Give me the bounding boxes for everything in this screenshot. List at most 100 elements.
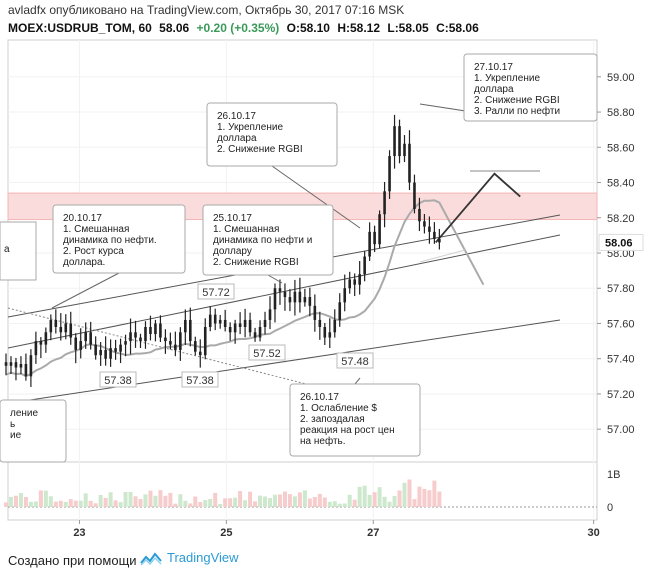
- volume-bar: [53, 501, 58, 507]
- volume-bar: [158, 490, 163, 507]
- volume-bar: [322, 497, 327, 507]
- volume-bar: [78, 500, 83, 507]
- volume-bar: [23, 497, 28, 507]
- candle-body: [208, 314, 212, 327]
- volume-bar: [213, 492, 218, 507]
- volume-bar: [183, 500, 188, 507]
- candle-body: [9, 362, 13, 366]
- volume-pane-frame: [7, 461, 598, 521]
- volume-bar: [342, 503, 347, 507]
- price-label-text: 57.38: [104, 375, 132, 387]
- channel-middle-line: [7, 234, 561, 349]
- volume-bar: [223, 498, 228, 507]
- annotation-text: 2. Снижение RGBI: [217, 144, 303, 155]
- candle-body: [238, 323, 242, 327]
- volume-bar: [203, 500, 208, 507]
- annotation-text: 26.10.17: [300, 392, 339, 403]
- axes: 59.00 58.80 58.60 58.40 58.20 58.00 57.80 57.60…: [73, 72, 644, 539]
- annotation-text: 1. Смешанная: [213, 224, 279, 235]
- price-label-box: [181, 371, 219, 388]
- volume-bar: [193, 496, 198, 507]
- candle-body: [213, 314, 217, 324]
- volume-bar: [238, 490, 243, 507]
- candle-body: [413, 182, 416, 209]
- candle-body: [348, 279, 352, 289]
- annotation-text: 1. Ослабление $: [300, 402, 377, 414]
- volume-bar: [417, 486, 422, 507]
- annotation-text: 2. Снижение RGBI: [474, 95, 560, 106]
- annotation-text: 25.10.17: [213, 213, 252, 224]
- candle-body: [408, 143, 411, 183]
- last-price-tag: [598, 233, 644, 251]
- candle-body: [338, 302, 342, 320]
- price-label-box: [99, 371, 137, 388]
- candle-body: [203, 327, 207, 356]
- y-tick-label: 58.40: [607, 178, 635, 190]
- forecast-path: [435, 172, 521, 243]
- candle-body: [169, 341, 172, 345]
- volume-bar: [88, 500, 93, 507]
- volume-bar: [327, 501, 332, 507]
- volume-bar: [282, 491, 287, 507]
- annotation-text: а: [4, 244, 10, 255]
- symbol-label[interactable]: MOEX:USDRUB_TOM, 60: [8, 21, 152, 35]
- volume-bar: [287, 494, 292, 507]
- candle-body: [104, 349, 107, 359]
- volume-bar: [233, 497, 238, 507]
- candle-body: [49, 319, 53, 333]
- price-label-text: 57.52: [253, 348, 281, 360]
- tradingview-brand[interactable]: TradingView: [140, 550, 239, 566]
- volume-bar: [337, 503, 342, 507]
- annotation-text: доллара: [474, 84, 514, 95]
- candle-body: [428, 226, 431, 232]
- candle-body: [164, 337, 167, 342]
- annotation-box: [206, 102, 338, 167]
- candle-body: [308, 297, 312, 306]
- annotation-text: 20.10.17: [63, 213, 102, 224]
- volume-bar: [58, 500, 63, 507]
- price-label-box: [197, 283, 235, 300]
- candle-body: [243, 319, 247, 327]
- volume-bar: [148, 490, 153, 507]
- candle-body: [418, 208, 421, 222]
- annotation-text: 1. Укрепление: [474, 73, 540, 84]
- close-value: C:58.06: [436, 21, 479, 35]
- candle-body: [268, 309, 272, 320]
- annotation-text: 2. запоздалая: [300, 414, 365, 425]
- volume-bar: [292, 496, 297, 507]
- y-tick-label: 57.40: [607, 354, 635, 366]
- candle-body: [124, 341, 127, 345]
- volume-bar: [173, 503, 178, 507]
- annotation-text: доллара.: [63, 257, 105, 268]
- annotation-text: 1. Укрепление: [217, 122, 283, 133]
- candle-body: [139, 337, 142, 342]
- volume-bar: [382, 496, 387, 507]
- footer-created-with: Создано при помощи: [8, 553, 137, 568]
- volume-bar: [83, 493, 88, 507]
- candle-body: [248, 319, 252, 333]
- annotation-text: динамика по нефти и: [213, 234, 312, 246]
- candle-body: [273, 288, 277, 310]
- candle-body: [74, 337, 78, 350]
- candle-body: [318, 319, 322, 327]
- annotation-box: [52, 204, 186, 274]
- x-tick-label: 23: [73, 527, 85, 539]
- volume-bar: [98, 494, 103, 507]
- y-tick-label: 57.80: [607, 283, 635, 295]
- candle-body: [59, 327, 63, 333]
- volume-bar: [387, 501, 392, 507]
- tradingview-logo-icon: [140, 551, 162, 566]
- annotation-text: доллару: [213, 246, 252, 257]
- volume-bar: [168, 492, 173, 507]
- annotation-text: 2. Рост курса: [63, 246, 124, 257]
- volume-bar: [118, 502, 123, 507]
- candle-body: [438, 238, 441, 243]
- candle-body: [89, 332, 92, 345]
- candle-body: [114, 348, 117, 352]
- candle-body: [403, 143, 406, 157]
- candle-body: [4, 362, 8, 366]
- candle-body: [293, 291, 297, 303]
- volume-bar: [68, 499, 73, 507]
